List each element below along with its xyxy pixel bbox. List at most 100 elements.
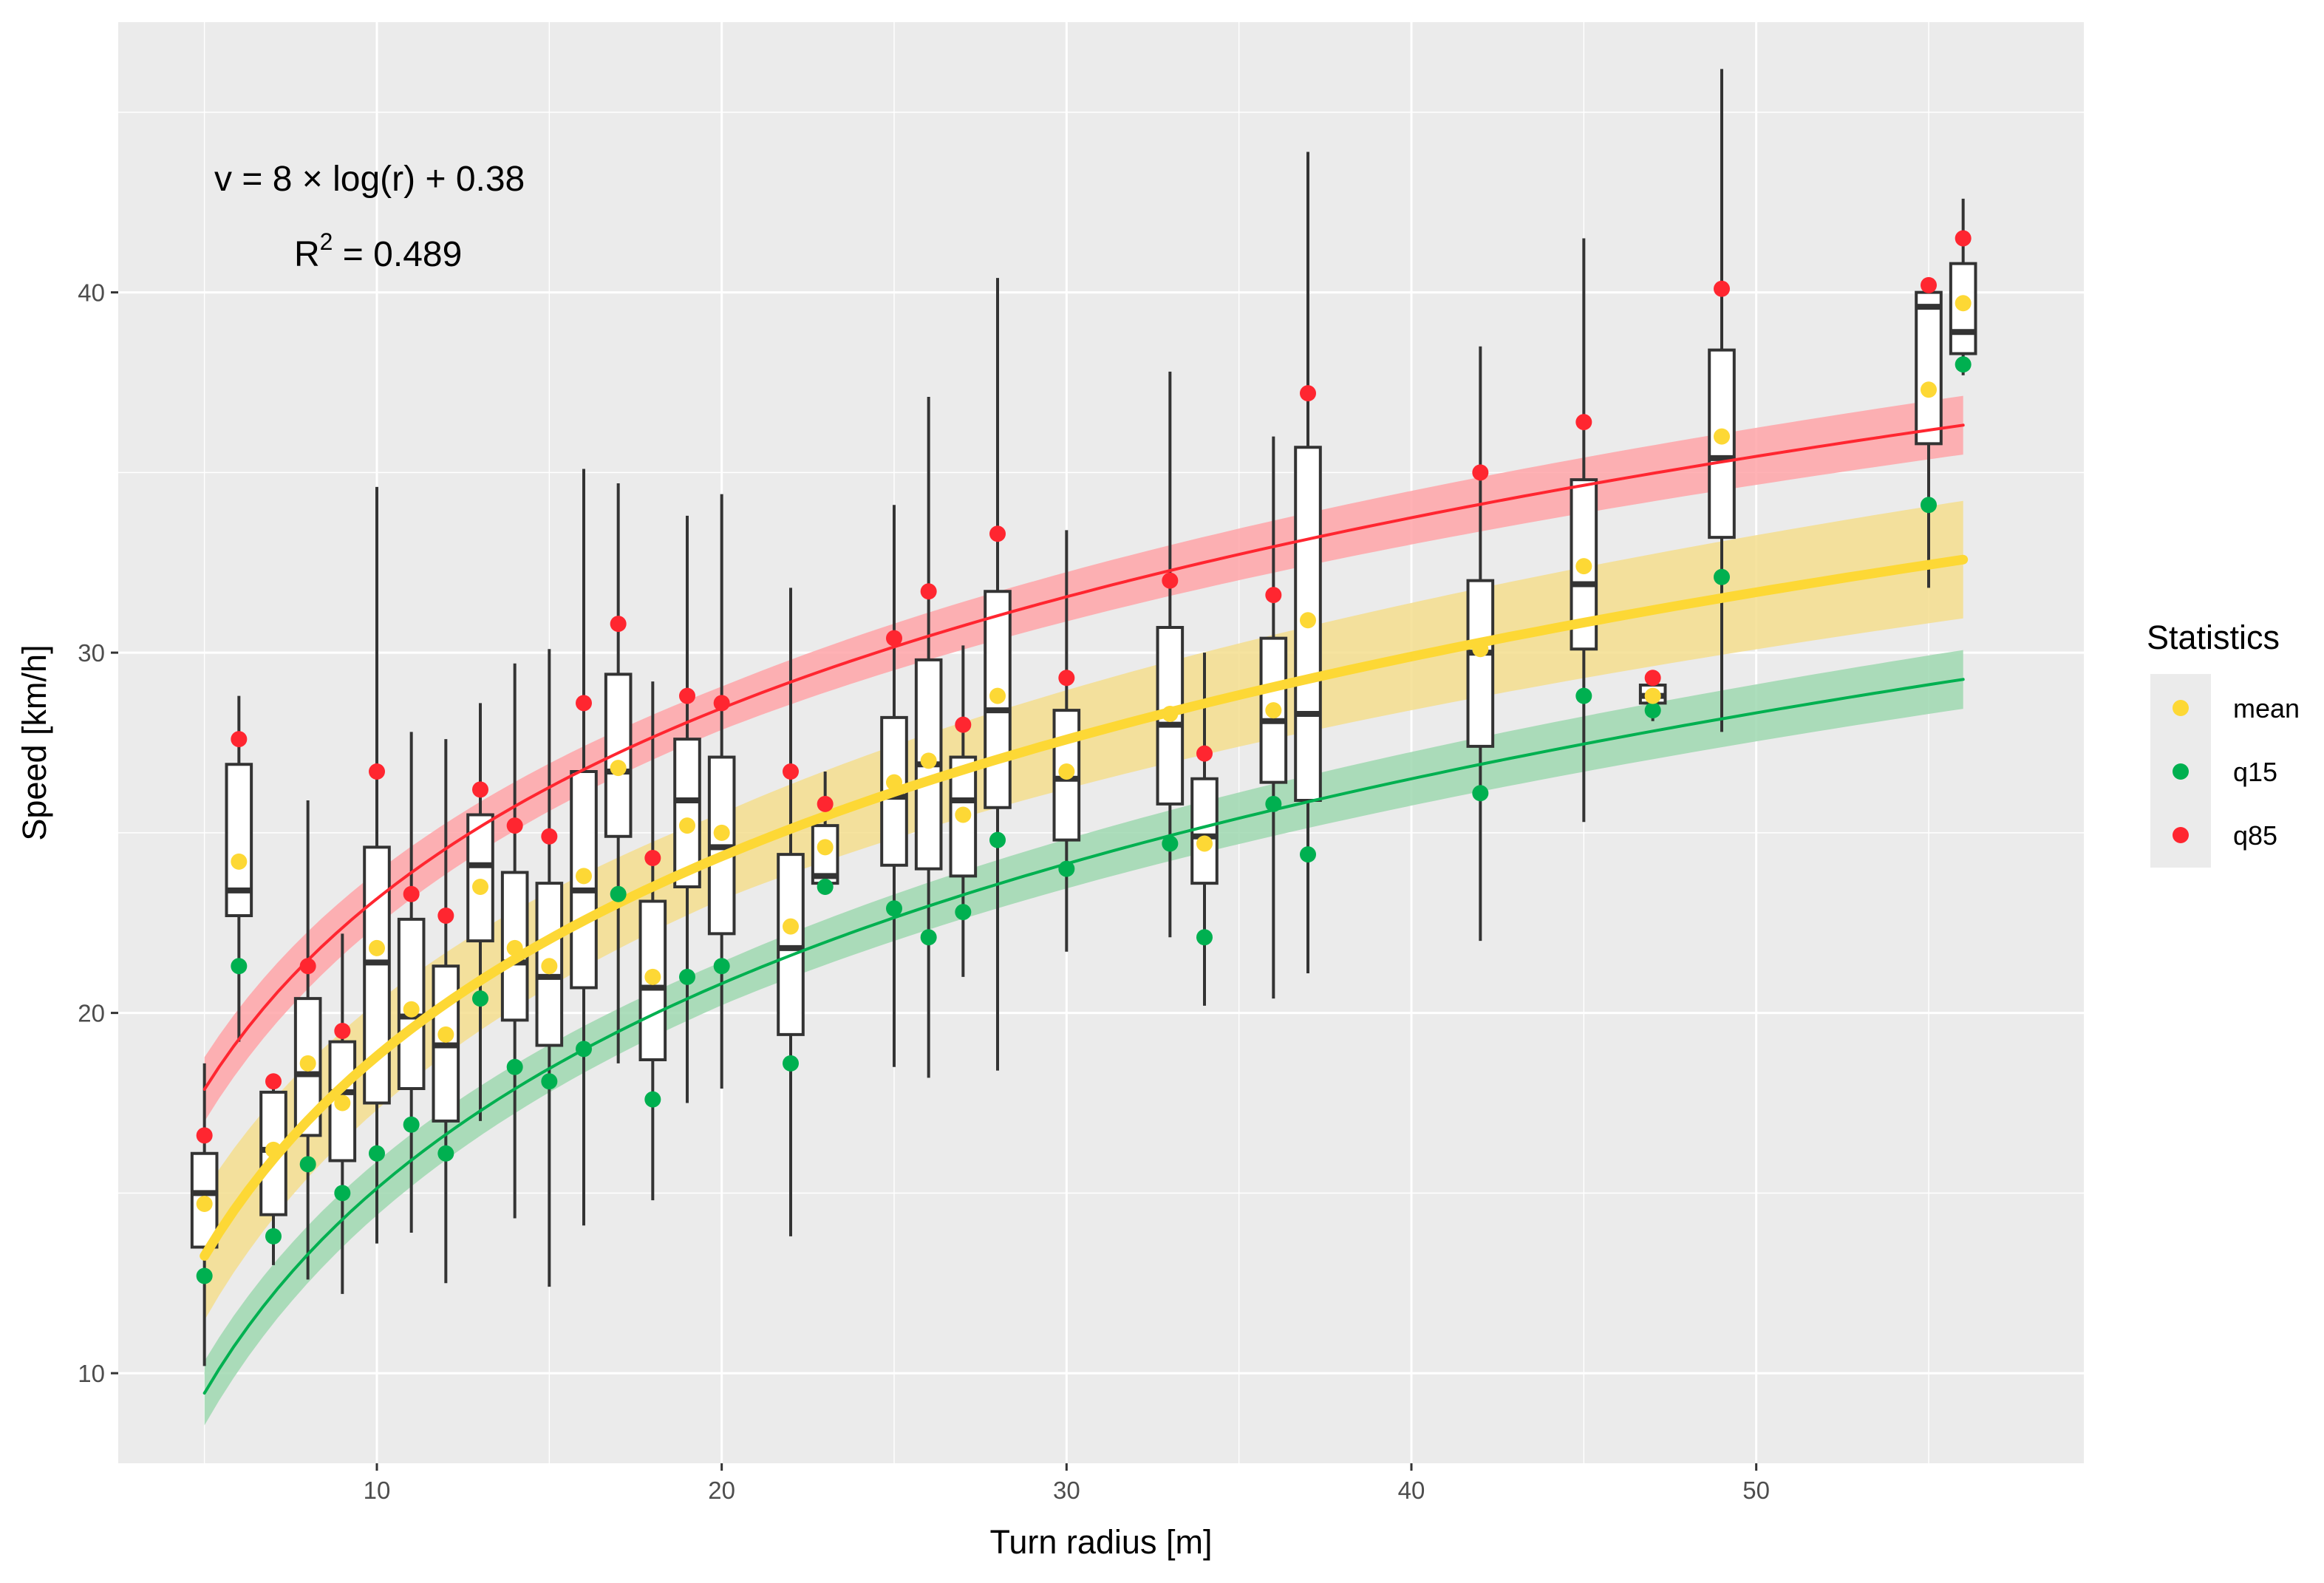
mean-point bbox=[1644, 687, 1661, 704]
x-tick-label: 40 bbox=[1398, 1477, 1425, 1504]
legend-key-q85 bbox=[2173, 827, 2189, 843]
mean-point bbox=[437, 1026, 454, 1043]
axes: 10 20 30 40 50 10 20 30 40 bbox=[78, 279, 1770, 1504]
mean-point bbox=[1472, 641, 1489, 658]
mean-point bbox=[886, 774, 902, 791]
boxplots bbox=[190, 69, 1977, 1366]
q15-point bbox=[817, 879, 834, 895]
mean-point bbox=[955, 806, 972, 823]
box-iqr bbox=[259, 1090, 287, 1216]
q85-point bbox=[1196, 745, 1213, 762]
q15-point bbox=[989, 831, 1006, 848]
legend-title: Statistics bbox=[2147, 619, 2280, 656]
mean-point bbox=[679, 817, 695, 834]
q85-point bbox=[1575, 414, 1592, 431]
q15-point bbox=[679, 968, 695, 985]
q15-point bbox=[1300, 846, 1316, 863]
q85-fit-curve bbox=[202, 423, 1965, 1091]
q15-point bbox=[506, 1058, 523, 1075]
q85-point bbox=[1265, 587, 1282, 604]
q85-point bbox=[403, 885, 420, 902]
q15-point bbox=[783, 1055, 799, 1072]
box-iqr bbox=[777, 853, 805, 1036]
q85-point bbox=[920, 583, 937, 600]
q85-point bbox=[817, 795, 834, 812]
mean-point bbox=[472, 879, 488, 895]
r-squared-value: = 0.489 bbox=[333, 235, 462, 274]
boxplot-r28 bbox=[984, 278, 1012, 1071]
legend-key-q15 bbox=[2173, 763, 2189, 780]
q85-point bbox=[472, 781, 488, 798]
q15-point bbox=[265, 1228, 282, 1245]
mean-point bbox=[1300, 612, 1316, 629]
mean-point bbox=[506, 939, 523, 956]
legend-label-mean: mean bbox=[2233, 693, 2300, 724]
box-iqr bbox=[673, 738, 701, 888]
q85-point bbox=[1955, 230, 1972, 247]
q85-point bbox=[610, 616, 627, 633]
mean-point bbox=[610, 760, 627, 777]
q85-point bbox=[1300, 385, 1316, 402]
legend-label-q15: q15 bbox=[2233, 757, 2277, 787]
mean-point bbox=[644, 968, 661, 985]
q15-point bbox=[1058, 860, 1075, 877]
q15-point bbox=[1575, 687, 1592, 704]
q85-point bbox=[1472, 464, 1489, 481]
mean-point bbox=[265, 1141, 282, 1158]
fit-curves bbox=[200, 423, 1969, 1395]
q15-point bbox=[1644, 702, 1661, 719]
mean-point bbox=[713, 824, 730, 841]
mean-point bbox=[1714, 428, 1730, 445]
q15-point bbox=[1162, 835, 1179, 852]
q15-point bbox=[1472, 785, 1489, 802]
y-tick-label: 20 bbox=[78, 1000, 105, 1027]
box-iqr bbox=[1915, 290, 1943, 446]
legend-key-mean bbox=[2173, 700, 2189, 716]
q85-point bbox=[1058, 670, 1075, 687]
q15-point bbox=[231, 958, 248, 975]
boxplot-r26 bbox=[914, 397, 943, 1078]
q15-point bbox=[403, 1116, 420, 1133]
q85-point bbox=[196, 1127, 213, 1144]
q85-point bbox=[369, 763, 385, 780]
boxplot-r12 bbox=[432, 739, 460, 1284]
q85-point bbox=[1162, 572, 1179, 589]
r-squared-symbol: R bbox=[294, 235, 320, 274]
x-tick-label: 20 bbox=[708, 1477, 735, 1504]
q85-point bbox=[437, 908, 454, 924]
mean-point bbox=[817, 839, 834, 856]
mean-point bbox=[1955, 295, 1972, 312]
r-squared-superscript: 2 bbox=[320, 228, 333, 255]
q85-point bbox=[1714, 280, 1730, 297]
q15-point bbox=[472, 990, 488, 1007]
q15-point bbox=[299, 1156, 316, 1173]
q85-point bbox=[1921, 276, 1937, 293]
mean-point bbox=[403, 1001, 420, 1018]
x-tick-label: 50 bbox=[1742, 1477, 1770, 1504]
q15-point bbox=[541, 1073, 558, 1090]
q85-point bbox=[1644, 670, 1661, 687]
mean-point bbox=[231, 853, 248, 870]
x-tick-label: 10 bbox=[364, 1477, 391, 1504]
mean-point bbox=[299, 1055, 316, 1072]
q15-fit-curve bbox=[202, 678, 1965, 1395]
q85-point bbox=[886, 630, 902, 647]
q15-point bbox=[1714, 568, 1730, 585]
q85-point bbox=[334, 1023, 351, 1039]
q15-point bbox=[610, 885, 627, 902]
q15-confidence-band bbox=[204, 650, 1963, 1426]
q85-confidence-band bbox=[204, 395, 1963, 1122]
statistic-points bbox=[196, 230, 1972, 1284]
boxplot-r6 bbox=[225, 695, 253, 1042]
x-tick-label: 30 bbox=[1053, 1477, 1080, 1504]
q85-point bbox=[506, 817, 523, 834]
mean-point bbox=[1162, 706, 1179, 722]
q15-point bbox=[334, 1185, 351, 1202]
q15-point bbox=[644, 1091, 661, 1108]
mean-point bbox=[920, 752, 937, 769]
q15-point bbox=[437, 1145, 454, 1162]
mean-point bbox=[1575, 558, 1592, 575]
q15-point bbox=[920, 929, 937, 946]
mean-point bbox=[1058, 763, 1075, 780]
